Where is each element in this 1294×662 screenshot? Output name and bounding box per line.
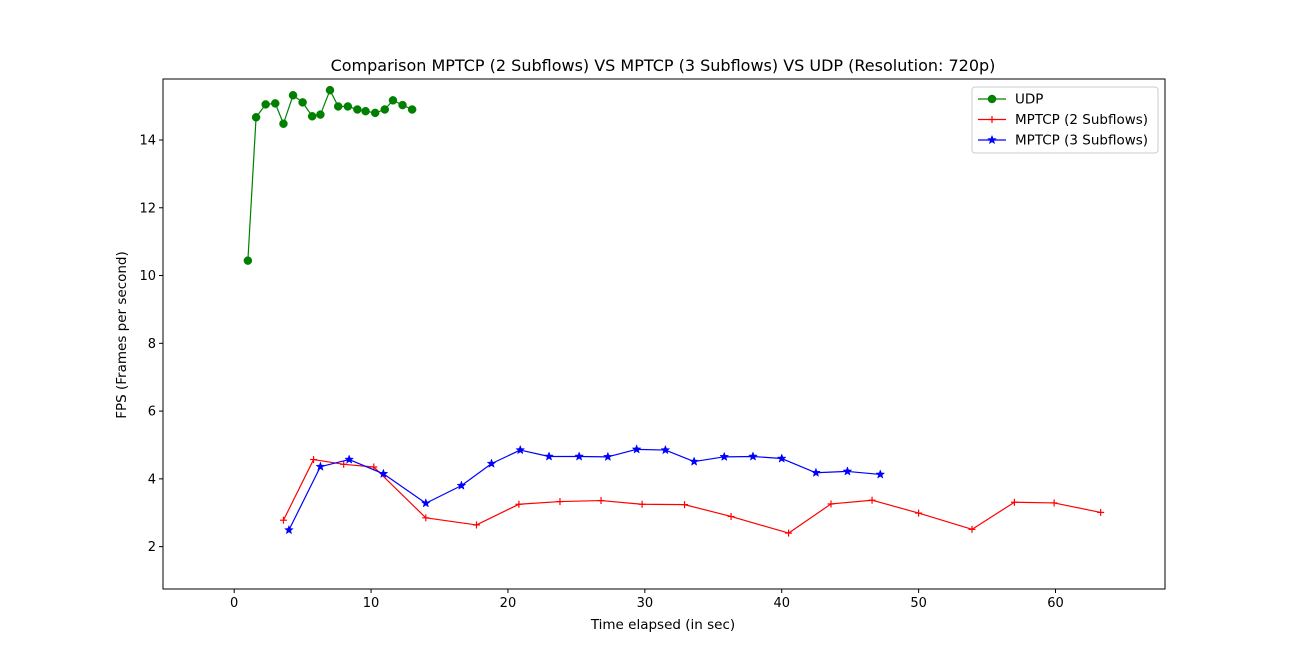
data-point-mptcp-3-subflows [776,453,787,463]
data-point-mptcp-3-subflows [875,469,886,479]
data-point-mptcp-3-subflows [631,444,642,454]
x-tick-label: 60 [1047,596,1064,611]
data-point-udp [279,119,288,128]
y-tick-label: 8 [148,337,156,352]
data-point-udp [325,85,335,95]
legend-label: UDP [1015,92,1043,108]
data-point-udp [243,256,253,265]
data-point-mptcp-2-subflows [279,516,287,524]
series-mptcp-3-subflows [283,444,886,535]
data-point-mptcp-2-subflows [515,500,523,508]
data-point-udp [398,100,407,110]
legend-label: MPTCP (3 Subflows) [1015,133,1148,149]
x-tick-label: 30 [637,596,654,611]
data-point-mptcp-3-subflows [660,444,671,455]
data-point-mptcp-2-subflows [1010,498,1018,506]
data-point-mptcp-2-subflows [1097,508,1105,516]
data-point-mptcp-3-subflows [420,498,431,508]
data-point-mptcp-2-subflows [556,498,564,506]
legend: UDP MPTCP (2 Subflows) MPTCP (3 Subflows) [971,86,1159,154]
legend-item-udp: UDP [978,92,1043,108]
data-point-mptcp-2-subflows [868,496,876,504]
x-tick-label: 40 [773,596,790,611]
data-point-mptcp-2-subflows [340,460,348,468]
data-point-udp [353,105,362,114]
y-tick-label: 12 [139,201,156,216]
y-tick-label: 6 [148,405,156,420]
data-point-mptcp-2-subflows [310,456,318,464]
x-tick-label: 0 [230,596,238,611]
x-tick-label: 50 [910,596,927,611]
data-point-udp [270,99,280,108]
data-point-mptcp-3-subflows [602,451,613,462]
data-point-udp [388,96,398,105]
data-point-udp [407,105,417,114]
data-point-mptcp-3-subflows [486,458,497,468]
data-point-udp [307,112,317,121]
y-axis-label: FPS (Frames per second) [114,251,130,419]
data-point-udp [333,102,343,111]
data-point-mptcp-2-subflows [968,525,976,533]
series-line-mptcp-3-subflows [288,448,881,531]
data-point-udp [343,102,353,111]
data-point-mptcp-3-subflows [689,456,700,466]
x-axis-label: Time elapsed (in sec) [590,617,735,633]
legend-item-mptcp-2-subflows: MPTCP (2 Subflows) [978,112,1148,128]
y-tick-label: 4 [148,472,156,487]
data-point-udp [316,110,325,119]
data-point-mptcp-3-subflows [456,480,467,490]
x-tick-label: 10 [363,596,380,611]
data-point-mptcp-3-subflows [378,468,389,478]
data-point-mptcp-3-subflows [315,461,326,471]
data-point-mptcp-3-subflows [574,451,585,461]
data-point-mptcp-2-subflows [827,500,835,508]
data-point-mptcp-3-subflows [842,466,853,476]
y-tick-label: 2 [148,540,156,555]
data-point-mptcp-3-subflows [344,454,355,464]
data-point-mptcp-3-subflows [283,524,294,535]
x-tick-label: 20 [500,596,517,611]
data-point-udp [288,91,298,100]
data-point-mptcp-2-subflows [422,514,430,522]
data-point-udp [370,108,380,118]
legend-label: MPTCP (2 Subflows) [1015,112,1148,128]
data-point-mptcp-3-subflows [810,467,821,477]
series-udp [243,85,417,265]
data-point-mptcp-2-subflows [638,500,646,508]
data-point-udp [380,105,390,114]
y-tick-label: 14 [139,133,156,148]
data-point-mptcp-3-subflows [544,451,554,461]
legend-marker [987,134,997,145]
data-point-udp [251,113,261,122]
data-point-mptcp-3-subflows [515,444,526,455]
legend-box [971,86,1159,154]
legend-item-mptcp-3-subflows: MPTCP (3 Subflows) [978,133,1148,149]
data-point-mptcp-2-subflows [1050,499,1058,507]
legend-marker [987,94,997,104]
legend-marker [988,116,996,123]
data-point-mptcp-2-subflows [727,512,735,520]
data-point-udp [361,106,370,116]
y-tick-label: 10 [139,269,156,284]
data-point-mptcp-3-subflows [719,451,730,462]
data-point-mptcp-2-subflows [472,521,480,529]
plot-area: 0 10 20 30 40 50 60 2 4 6 8 10 12 14 [139,78,1166,611]
data-point-mptcp-3-subflows [748,451,758,461]
data-point-udp [261,100,270,109]
chart-title: Comparison MPTCP (2 Subflows) VS MPTCP (… [331,56,996,75]
data-point-mptcp-2-subflows [785,529,793,537]
data-point-mptcp-2-subflows [597,497,605,505]
plot-frame [162,78,1166,590]
data-point-mptcp-2-subflows [681,501,689,509]
data-point-udp [298,98,307,107]
data-point-mptcp-2-subflows [915,509,923,517]
